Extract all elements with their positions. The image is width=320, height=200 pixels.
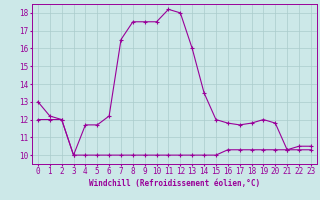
- X-axis label: Windchill (Refroidissement éolien,°C): Windchill (Refroidissement éolien,°C): [89, 179, 260, 188]
